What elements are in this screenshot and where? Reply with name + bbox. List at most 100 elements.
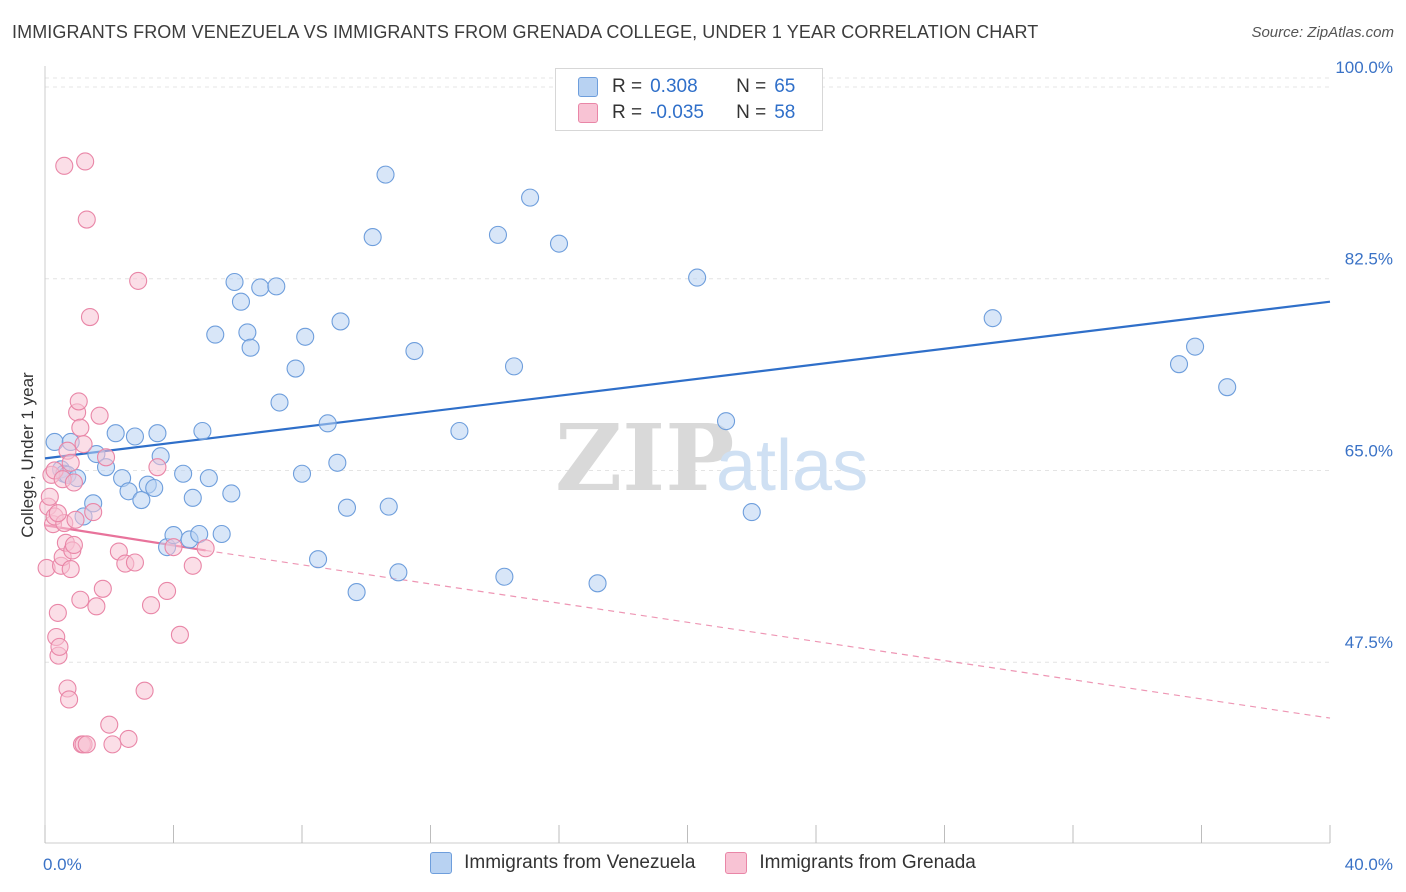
point-grenada: [119, 729, 138, 748]
point-grenada: [76, 152, 95, 171]
point-grenada: [90, 406, 109, 425]
point-venezuela: [1169, 355, 1189, 374]
point-venezuela: [148, 424, 167, 443]
point-venezuela: [292, 464, 312, 483]
point-venezuela: [318, 414, 337, 433]
point-venezuela: [222, 484, 241, 503]
point-grenada: [64, 535, 83, 555]
point-grenada: [48, 603, 67, 622]
point-venezuela: [521, 188, 540, 207]
legend-swatch-pink: [725, 852, 748, 874]
point-grenada: [164, 538, 183, 557]
legend-row-grenada: R = -0.035 N = 58: [578, 101, 795, 125]
point-grenada: [69, 392, 88, 411]
point-venezuela: [376, 165, 395, 184]
point-venezuela: [286, 359, 305, 378]
legend-label-grenada: Immigrants from Grenada: [759, 852, 976, 873]
point-venezuela: [389, 563, 408, 582]
point-grenada: [61, 560, 80, 579]
n-value: 65: [774, 76, 796, 97]
point-venezuela: [379, 497, 398, 516]
point-venezuela: [270, 393, 289, 412]
gridlines: [45, 77, 1330, 663]
point-venezuela: [199, 469, 218, 488]
y-axis-label: College, Under 1 year: [18, 372, 37, 538]
point-venezuela: [688, 268, 707, 287]
x-tick-label: 40.0%: [1345, 855, 1393, 874]
data-points: [37, 152, 1237, 754]
point-venezuela: [132, 490, 151, 510]
point-grenada: [80, 308, 100, 327]
point-venezuela: [193, 421, 212, 441]
tick-labels: 100.0% 82.5% 65.0% 47.5% 0.0% 40.0%: [43, 58, 1393, 874]
watermark: ZIP atlas: [555, 404, 868, 512]
point-venezuela: [588, 574, 607, 593]
point-venezuela: [504, 357, 524, 376]
point-venezuela: [347, 583, 366, 602]
point-grenada: [158, 581, 177, 601]
point-venezuela: [267, 277, 286, 296]
point-grenada: [87, 597, 106, 616]
point-grenada: [71, 418, 90, 437]
point-grenada: [103, 735, 122, 754]
y-tick-label: 65.0%: [1345, 441, 1393, 460]
point-venezuela: [225, 272, 244, 292]
axes: [44, 66, 1331, 844]
point-grenada: [96, 448, 116, 467]
point-grenada: [129, 271, 148, 290]
point-grenada: [60, 690, 79, 709]
point-grenada: [170, 625, 189, 644]
y-tick-label: 82.5%: [1345, 250, 1393, 269]
point-venezuela: [328, 453, 347, 472]
point-venezuela: [337, 498, 357, 517]
trend-line-venezuela: [44, 300, 1331, 460]
point-grenada: [66, 510, 85, 529]
point-venezuela: [742, 503, 761, 522]
legend-item-grenada: Immigrants from Grenada: [725, 852, 976, 874]
point-venezuela: [450, 421, 469, 441]
watermark-atlas: atlas: [716, 426, 868, 506]
point-venezuela: [495, 567, 514, 586]
n-value: 58: [774, 102, 796, 123]
point-venezuela: [716, 412, 736, 431]
y-tick-label: 47.5%: [1345, 633, 1393, 652]
point-venezuela: [296, 327, 315, 346]
r-label: R =: [612, 76, 643, 97]
point-venezuela: [983, 309, 1002, 328]
r-label: R =: [612, 102, 643, 123]
point-grenada: [64, 473, 83, 492]
r-value: 0.308: [650, 76, 698, 97]
point-venezuela: [1218, 378, 1237, 397]
point-grenada: [71, 590, 90, 609]
point-venezuela: [183, 488, 202, 507]
point-venezuela: [1186, 337, 1205, 356]
point-venezuela: [145, 478, 164, 498]
point-grenada: [77, 735, 96, 754]
point-grenada: [50, 637, 69, 656]
point-grenada: [55, 156, 74, 175]
point-venezuela: [309, 550, 328, 569]
point-grenada: [77, 210, 96, 229]
point-venezuela: [549, 234, 569, 253]
point-grenada: [141, 596, 161, 615]
point-venezuela: [231, 292, 251, 311]
point-grenada: [148, 458, 167, 477]
point-grenada: [84, 503, 103, 522]
point-venezuela: [488, 225, 508, 244]
legend-item-venezuela: Immigrants from Venezuela: [430, 852, 695, 874]
chart-title: IMMIGRANTS FROM VENEZUELA VS IMMIGRANTS …: [12, 22, 1039, 42]
point-grenada: [196, 539, 215, 558]
point-venezuela: [238, 323, 257, 342]
n-label: N =: [736, 102, 767, 123]
legend-swatch-blue: [430, 852, 453, 874]
point-grenada: [48, 504, 67, 523]
legend-label-venezuela: Immigrants from Venezuela: [464, 852, 696, 873]
point-venezuela: [119, 482, 138, 501]
watermark-zip: ZIP: [555, 404, 734, 512]
point-grenada: [93, 579, 112, 598]
series-legend: Immigrants from Venezuela Immigrants fro…: [0, 852, 1406, 874]
trend-line-grenada-extension: [205, 549, 1331, 719]
point-venezuela: [363, 228, 382, 247]
legend-swatch-blue: [578, 77, 598, 97]
